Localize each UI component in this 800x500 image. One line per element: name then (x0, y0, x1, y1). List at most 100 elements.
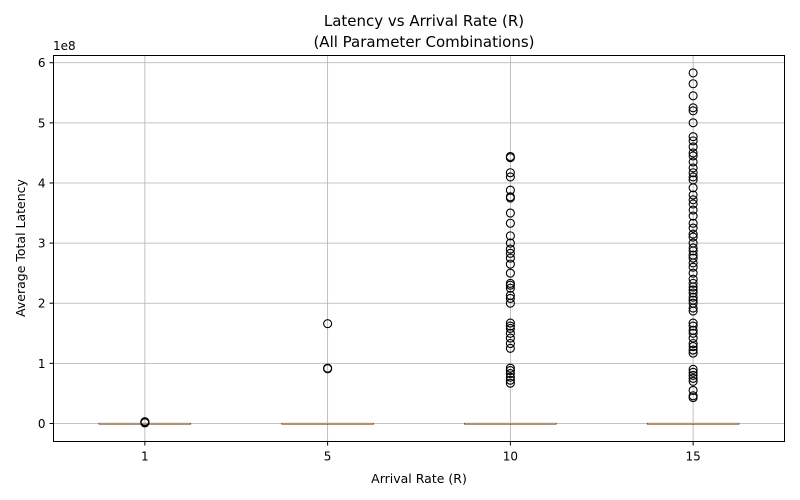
outlier-point-15 (688, 91, 698, 101)
outlier-point-5 (323, 363, 333, 373)
outlier-point-15 (688, 103, 698, 113)
outlier-point-1 (140, 417, 150, 427)
outlier-point-15 (688, 321, 698, 331)
outlier-point-15 (688, 157, 698, 167)
y-tick-label: 3 (38, 237, 46, 251)
outlier-point-15 (688, 318, 698, 328)
outlier-point-10 (505, 168, 515, 178)
plot-frame (53, 55, 785, 442)
outlier-point-10 (505, 338, 515, 349)
x-tick-label: 5 (324, 450, 332, 464)
outlier-point-10 (505, 369, 515, 379)
outlier-point-15 (688, 232, 698, 242)
outlier-point-15 (688, 211, 698, 221)
outlier-point-10 (505, 253, 515, 263)
outlier-point-10 (505, 231, 515, 241)
outlier-point-10 (505, 268, 515, 278)
outlier-point-10 (505, 321, 515, 331)
outlier-point-10 (505, 318, 515, 328)
outlier-point-15 (688, 262, 698, 272)
outlier-point-15 (688, 136, 698, 146)
y-tick-label: 4 (38, 176, 46, 190)
outlier-point-10 (505, 363, 515, 373)
outlier-point-10 (505, 378, 515, 388)
outlier-point-15 (688, 175, 698, 185)
outlier-point-15 (688, 268, 698, 278)
outlier-point-15 (688, 229, 698, 239)
y-offset-text: 1e8 (53, 39, 76, 53)
y-tick-label: 1 (38, 357, 46, 371)
y-tick-label: 5 (38, 116, 46, 130)
outlier-point-15 (688, 370, 698, 380)
outlier-point-10 (505, 248, 515, 258)
outlier-point-15 (688, 328, 698, 338)
outlier-point-15 (688, 298, 698, 308)
outlier-point-15 (688, 391, 698, 401)
outlier-point-15 (688, 348, 698, 358)
chart-title-line1: Latency vs Arrival Rate (R) (324, 12, 524, 30)
outlier-point-10 (505, 192, 515, 202)
outlier-point-15 (688, 253, 698, 263)
x-axis-label: Arrival Rate (R) (371, 471, 467, 486)
outlier-point-15 (688, 195, 698, 205)
outlier-point-15 (688, 243, 698, 253)
outlier-point-10 (505, 328, 515, 338)
outlier-point-15 (688, 223, 698, 233)
outlier-point-15 (688, 278, 698, 288)
outlier-point-15 (688, 373, 698, 383)
grid-layer (53, 55, 785, 442)
outlier-point-15 (688, 190, 698, 200)
outlier-point-15 (688, 238, 698, 248)
x-tick-label: 15 (685, 450, 700, 464)
outlier-point-15 (688, 274, 698, 284)
outlier-point-15 (688, 199, 698, 209)
flier-layer (140, 68, 698, 428)
outlier-point-10 (505, 323, 515, 334)
outlier-point-15 (688, 151, 698, 161)
chart-title-line2: (All Parameter Combinations) (313, 33, 534, 51)
y-axis-label: Average Total Latency (13, 178, 28, 316)
outlier-point-15 (688, 106, 698, 116)
outlier-point-15 (688, 79, 698, 89)
outlier-point-10 (505, 333, 515, 343)
outlier-point-15 (688, 142, 698, 152)
outlier-point-10 (505, 259, 515, 269)
outlier-point-5 (323, 319, 333, 329)
outlier-point-10 (505, 375, 515, 385)
outlier-point-10 (505, 208, 515, 218)
outlier-point-10 (505, 172, 515, 182)
outlier-point-10 (505, 238, 515, 248)
outlier-point-15 (688, 172, 698, 182)
outlier-point-10 (505, 343, 515, 353)
outlier-point-15 (688, 338, 698, 349)
outlier-point-10 (505, 290, 515, 300)
y-tick-label: 6 (38, 56, 46, 70)
outlier-point-15 (688, 385, 698, 395)
outlier-point-15 (688, 285, 698, 295)
y-tick-label: 0 (38, 417, 46, 431)
outlier-point-10 (505, 244, 515, 254)
outlier-point-15 (688, 250, 698, 260)
outlier-point-15 (688, 288, 698, 298)
outlier-point-15 (688, 163, 698, 173)
x-tick-label: 1 (141, 450, 149, 464)
outlier-point-10 (505, 151, 515, 162)
outlier-point-15 (688, 325, 698, 335)
outlier-point-15 (688, 364, 698, 374)
outlier-point-15 (688, 292, 698, 302)
outlier-point-10 (505, 218, 515, 228)
outlier-point-15 (688, 295, 698, 305)
outlier-point-15 (688, 367, 698, 377)
outlier-point-15 (688, 148, 698, 158)
outlier-point-15 (688, 345, 698, 355)
outlier-point-10 (505, 278, 515, 288)
box-layer (98, 422, 740, 425)
outlier-point-10 (505, 372, 515, 382)
outlier-point-15 (688, 68, 698, 78)
outlier-point-15 (688, 205, 698, 215)
outlier-point-10 (505, 366, 515, 376)
outlier-point-15 (688, 376, 698, 386)
outlier-point-10 (505, 293, 515, 303)
